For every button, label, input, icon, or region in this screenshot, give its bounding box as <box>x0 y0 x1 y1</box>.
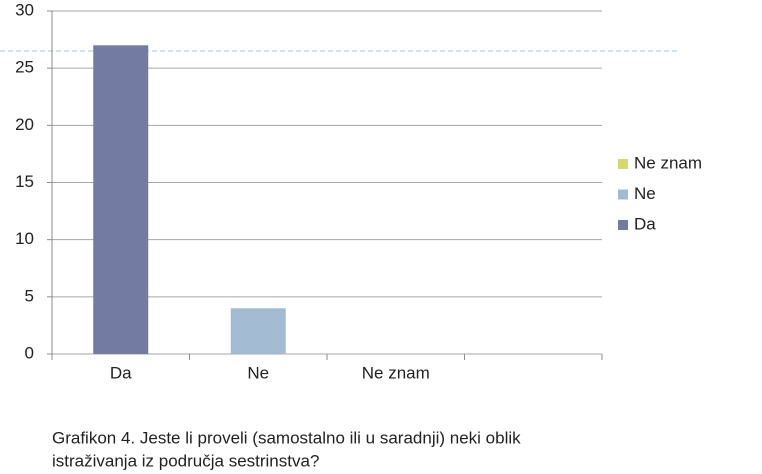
x-tick-label: Ne <box>247 363 269 382</box>
y-tick-label: 15 <box>15 172 34 191</box>
bar <box>230 308 286 354</box>
x-tick-label: Da <box>110 363 132 382</box>
y-tick-label: 10 <box>15 229 34 248</box>
legend-swatch <box>618 159 628 169</box>
y-tick-label: 5 <box>25 286 34 305</box>
x-tick-label: Ne znam <box>362 363 430 382</box>
y-tick-label: 30 <box>15 0 34 19</box>
bar <box>93 45 149 355</box>
legend-label: Da <box>634 214 656 233</box>
y-tick-label: 20 <box>15 115 34 134</box>
y-tick-label: 0 <box>25 343 34 362</box>
legend-swatch <box>618 220 628 230</box>
legend-label: Ne <box>634 184 656 203</box>
y-tick-label: 25 <box>15 58 34 77</box>
caption-line: istraživanja iz područja sestrinstva? <box>52 451 319 470</box>
legend-label: Ne znam <box>634 153 702 172</box>
legend-swatch <box>618 189 628 200</box>
caption-line: Grafikon 4. Jeste li proveli (samostalno… <box>52 428 521 447</box>
